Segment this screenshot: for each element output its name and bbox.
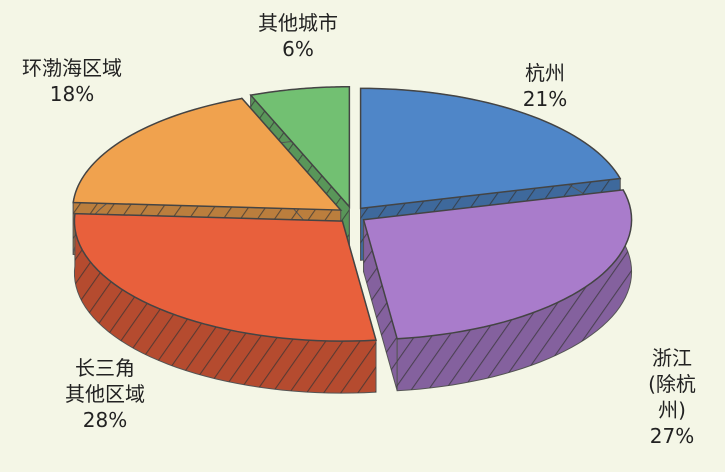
category-label: 长三角 其他区域 [65, 356, 145, 406]
slice-label: 浙江 (除杭州) 27% [646, 345, 699, 449]
slice-label: 其他城市 6% [258, 10, 338, 62]
slice-group [73, 212, 377, 394]
value-label: 28% [82, 408, 128, 432]
pie-slice [72, 97, 343, 211]
slice-hatch [74, 213, 377, 394]
category-label: 环渤海区域 [22, 56, 122, 80]
pie-slice [362, 189, 633, 340]
category-label: 其他城市 [258, 11, 338, 35]
slice-hatch [363, 219, 398, 391]
slice-label: 杭州 21% [523, 60, 567, 112]
value-label: 18% [49, 82, 95, 106]
pie-slice [249, 85, 351, 209]
value-label: 27% [649, 424, 695, 448]
pie-slice [359, 87, 622, 210]
category-label: 杭州 [524, 61, 565, 85]
slice-label: 环渤海区域 18% [22, 55, 122, 107]
value-label: 21% [522, 87, 568, 111]
slice-hatch [397, 189, 632, 391]
slice-label: 长三角 其他区域 28% [65, 355, 145, 433]
category-label: 浙江 (除杭州) [648, 346, 696, 422]
slice-group [362, 189, 633, 392]
value-label: 6% [282, 37, 314, 61]
pie-slice [73, 212, 377, 342]
